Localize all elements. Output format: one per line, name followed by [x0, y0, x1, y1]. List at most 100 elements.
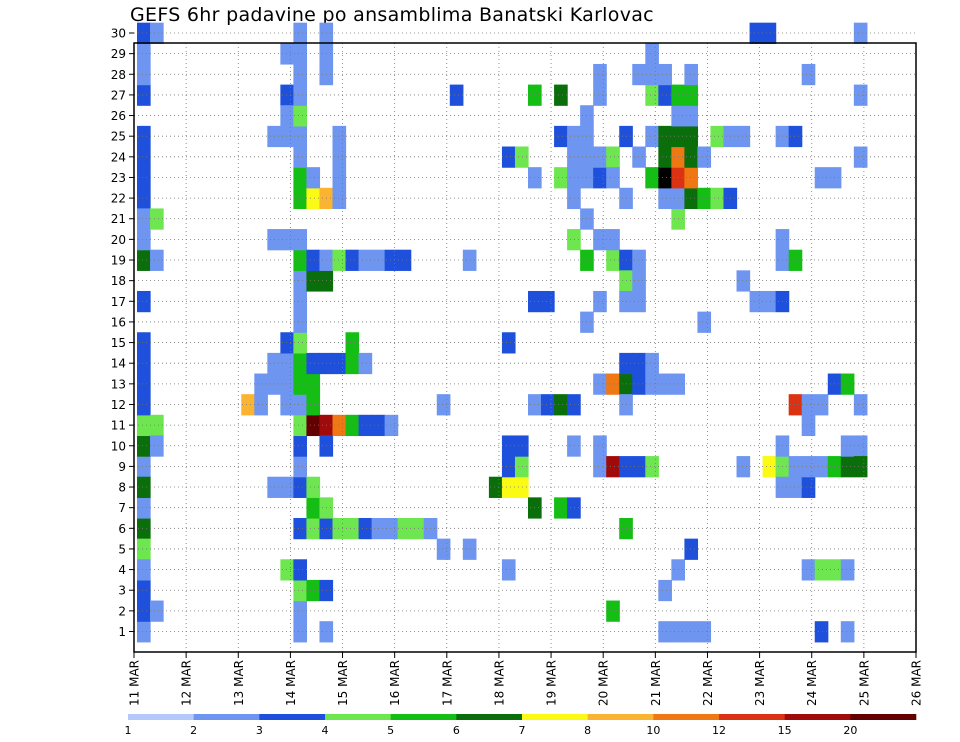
heatmap-cell	[567, 394, 581, 416]
heatmap-cell	[645, 43, 659, 65]
heatmap-cell	[593, 167, 607, 189]
heatmap-cell	[501, 332, 516, 354]
heatmap-cell	[410, 517, 425, 540]
y-tick-label: 5	[118, 542, 126, 556]
heatmap-cell	[137, 600, 151, 622]
heatmap-cell	[801, 476, 816, 498]
heatmap-cell	[606, 600, 620, 622]
y-tick-label: 30	[111, 27, 126, 41]
heatmap-cell	[306, 414, 321, 437]
x-axis: 11 MAR 12 MAR 13 MAR 14 MAR 15 MAR 16 MAR 17 M…	[128, 652, 924, 706]
heatmap-cell	[645, 125, 659, 148]
heatmap-cell	[293, 517, 308, 540]
heatmap-cell	[137, 476, 151, 498]
legend-swatch	[719, 714, 785, 720]
legend-swatch	[259, 714, 326, 720]
heatmap-cell	[684, 187, 699, 210]
y-tick-label: 1	[118, 625, 126, 639]
legend-swatch	[653, 714, 720, 720]
heatmap-cell	[345, 352, 360, 375]
heatmap-cell	[306, 517, 321, 540]
heatmap-cell	[150, 249, 164, 271]
heatmap-cell	[567, 497, 581, 519]
y-tick-label: 8	[118, 481, 126, 495]
heatmap-cell	[293, 332, 308, 354]
x-tick-label: 23 MAR	[753, 660, 767, 706]
heatmap-cell	[554, 84, 568, 106]
y-tick-label: 7	[118, 501, 126, 515]
heatmap-cell	[567, 146, 581, 168]
heatmap-cell	[293, 559, 308, 581]
heatmap-cell	[736, 270, 751, 292]
heatmap-cell	[449, 84, 464, 106]
heatmap-cell	[788, 456, 803, 478]
heatmap-cell	[280, 373, 294, 395]
legend-label: 7	[519, 724, 526, 737]
heatmap-cell	[567, 187, 581, 210]
heatmap-cell	[554, 167, 568, 189]
heatmap-cell	[137, 43, 151, 65]
heatmap-cell	[801, 559, 816, 581]
legend-label: 8	[584, 724, 591, 737]
heatmap-cell	[684, 125, 699, 148]
heatmap-cell	[137, 456, 151, 478]
heatmap-cell	[293, 394, 308, 416]
heatmap-cell	[137, 249, 151, 271]
heatmap-cell	[684, 167, 699, 189]
heatmap-cell	[684, 146, 699, 168]
heatmap-cell	[514, 456, 529, 478]
heatmap-cell	[501, 476, 516, 498]
y-tick-label: 24	[111, 150, 126, 164]
heatmap-cell	[632, 270, 646, 292]
heatmap-cell	[762, 290, 777, 313]
heatmap-cell	[541, 290, 555, 313]
heatmap-cell	[150, 435, 164, 457]
heatmap-cell	[293, 414, 308, 437]
heatmap-cell	[593, 84, 607, 106]
heatmap-cell	[280, 332, 294, 354]
heatmap-cell	[697, 621, 712, 643]
heatmap-cell	[684, 63, 699, 86]
heatmap-cell	[840, 456, 855, 478]
heatmap-cell	[384, 414, 399, 437]
heatmap-cell	[736, 456, 751, 478]
heatmap-cell	[593, 456, 607, 478]
heatmap-cell	[137, 229, 151, 251]
legend-swatch	[193, 714, 260, 720]
heatmap-cell	[645, 63, 659, 86]
heatmap-cell	[593, 146, 607, 168]
y-tick-label: 12	[111, 398, 126, 412]
heatmap-cell	[293, 621, 308, 643]
heatmap-cell	[293, 270, 308, 292]
heatmap-cell	[293, 249, 308, 271]
heatmap-cell	[814, 456, 829, 478]
legend-label: 1	[125, 724, 132, 737]
heatmap-cell	[358, 517, 373, 540]
heatmap-cell	[606, 249, 620, 271]
heatmap-cells	[137, 22, 868, 643]
heatmap-cell	[137, 187, 151, 210]
heatmap-cell	[749, 290, 764, 313]
x-tick-label: 11 MAR	[128, 660, 142, 706]
heatmap-cell	[788, 476, 803, 498]
heatmap-cell	[632, 63, 646, 86]
x-tick-label: 12 MAR	[180, 660, 194, 706]
heatmap-cell	[593, 229, 607, 251]
heatmap-cell	[137, 414, 151, 437]
heatmap-cell	[658, 187, 672, 210]
heatmap-cell	[814, 621, 829, 643]
heatmap-cell	[358, 414, 373, 437]
heatmap-cell	[658, 146, 672, 168]
heatmap-cell	[306, 394, 321, 416]
heatmap-cell	[801, 394, 816, 416]
heatmap-cell	[541, 394, 555, 416]
heatmap-cell	[801, 456, 816, 478]
heatmap-cell	[345, 332, 360, 354]
heatmap-cell	[762, 22, 777, 44]
y-tick-label: 6	[118, 522, 126, 536]
heatmap-cell	[501, 435, 516, 457]
heatmap-cell	[150, 414, 164, 437]
heatmap-cell	[814, 167, 829, 189]
legend-label: 3	[256, 724, 263, 737]
